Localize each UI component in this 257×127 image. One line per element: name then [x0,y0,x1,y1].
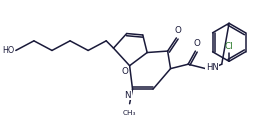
Text: CH₃: CH₃ [123,110,136,116]
Text: N: N [125,91,131,100]
Text: HO: HO [2,46,14,55]
Text: HN: HN [206,63,218,72]
Text: O: O [121,67,128,76]
Text: Cl: Cl [225,42,233,51]
Text: O: O [175,26,181,35]
Text: O: O [194,39,200,48]
